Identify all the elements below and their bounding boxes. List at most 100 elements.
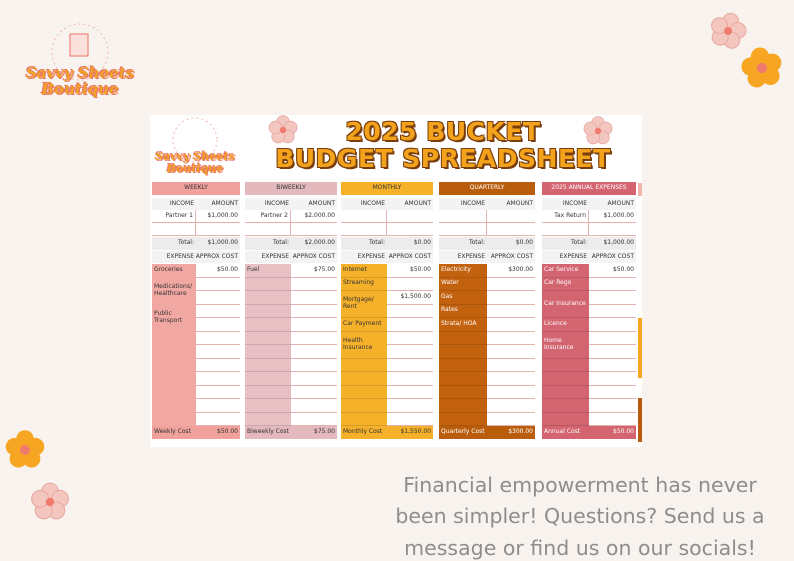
expense-cost	[589, 412, 636, 426]
expense-cost	[291, 304, 337, 318]
expense-label	[245, 358, 291, 372]
expense-cost	[387, 345, 433, 359]
income-amount	[487, 210, 535, 223]
expense-cost	[387, 331, 433, 345]
expense-label	[542, 399, 589, 413]
expense-cost	[196, 331, 240, 345]
expense-label	[152, 358, 196, 372]
expense-cost	[487, 372, 535, 386]
income-label	[439, 223, 487, 236]
expense-cost	[196, 345, 240, 359]
sheet-header: WEEKLY	[152, 182, 240, 195]
expense-label: Groceries	[152, 264, 196, 278]
expense-label	[152, 385, 196, 399]
expense-label	[439, 412, 487, 426]
total-label: Total:	[341, 237, 387, 250]
logo-text: Boutique	[166, 162, 224, 175]
expense-cost	[387, 399, 433, 413]
logo-ring	[172, 117, 218, 163]
tagline: been simpler! Questions? Send us a	[395, 504, 765, 528]
expense-cost	[196, 291, 240, 305]
expense-label	[245, 291, 291, 305]
expense-cost	[387, 318, 433, 332]
expense-label: Medications/ Healthcare	[152, 277, 196, 305]
expense-cost	[291, 399, 337, 413]
expense-cost	[487, 318, 535, 332]
col-header: AMOUNT	[589, 198, 636, 210]
income-amount	[487, 223, 535, 236]
expense-label	[152, 399, 196, 413]
col-header: EXPENSE	[341, 251, 387, 263]
expense-label: Water	[439, 277, 487, 291]
expense-label	[439, 331, 487, 345]
income-label	[341, 210, 387, 223]
logo-text: Savvy Sheets	[25, 64, 135, 82]
expense-cost	[387, 358, 433, 372]
col-header: EXPENSE	[439, 251, 487, 263]
expense-cost	[589, 372, 636, 386]
sheet-header: QUARTERLY	[439, 182, 535, 195]
expense-label	[245, 399, 291, 413]
expense-cost	[291, 358, 337, 372]
expense-cost	[487, 304, 535, 318]
expense-label	[542, 358, 589, 372]
flower	[738, 44, 786, 90]
sheet-header: MONTHLY	[341, 182, 433, 195]
expense-label	[439, 399, 487, 413]
footer-amount: $50.00	[196, 426, 240, 439]
expense-label	[439, 385, 487, 399]
income-amount: $1,000.00	[589, 210, 636, 223]
expense-label	[245, 331, 291, 345]
expense-label: Car Insurance	[542, 291, 589, 318]
edge-tab	[638, 318, 642, 378]
income-amount	[196, 223, 240, 236]
footer-amount: $1,550.00	[387, 426, 433, 439]
income-label: Partner 2	[245, 210, 291, 223]
logo-text: Savvy Sheets	[155, 150, 235, 163]
footer-label: Annual Cost	[542, 426, 589, 439]
expense-cost: $75.00	[291, 264, 337, 278]
expense-cost	[196, 372, 240, 386]
expense-label: Electricity	[439, 264, 487, 278]
income-label	[341, 223, 387, 236]
total-label: Total:	[245, 237, 291, 250]
col-header: INCOME	[341, 198, 387, 210]
expense-cost	[487, 345, 535, 359]
expense-label	[542, 385, 589, 399]
logo-icon	[69, 33, 89, 57]
expense-cost	[487, 291, 535, 305]
tagline: message or find us on our socials!	[404, 536, 756, 560]
col-header: APPROX COST	[487, 251, 535, 263]
expense-cost	[387, 412, 433, 426]
footer-amount: $300.00	[487, 426, 535, 439]
expense-label	[245, 412, 291, 426]
expense-cost	[196, 277, 240, 291]
expense-cost	[487, 412, 535, 426]
col-header: INCOME	[152, 198, 196, 210]
expense-label	[245, 385, 291, 399]
income-amount: $2,000.00	[291, 210, 337, 223]
col-header: APPROX COST	[589, 251, 636, 263]
col-header: EXPENSE	[152, 251, 196, 263]
expense-label	[152, 331, 196, 345]
tagline: Financial empowerment has never	[403, 473, 757, 497]
sheet-header: BIWEEKLY	[245, 182, 337, 195]
col-header: AMOUNT	[487, 198, 535, 210]
logo-ring	[51, 23, 109, 81]
total-amount: $2,000.00	[291, 237, 337, 250]
footer-label: Weekly Cost	[152, 426, 196, 439]
expense-label	[439, 372, 487, 386]
expense-cost	[589, 291, 636, 305]
expense-cost	[291, 331, 337, 345]
income-amount	[291, 223, 337, 236]
footer-label: Monthly Cost	[341, 426, 387, 439]
expense-label	[341, 372, 387, 386]
total-label: Total:	[439, 237, 487, 250]
income-amount	[589, 223, 636, 236]
expense-label: Car Service	[542, 264, 589, 278]
expense-cost	[291, 372, 337, 386]
title: 2025 BUCKET	[345, 117, 541, 146]
